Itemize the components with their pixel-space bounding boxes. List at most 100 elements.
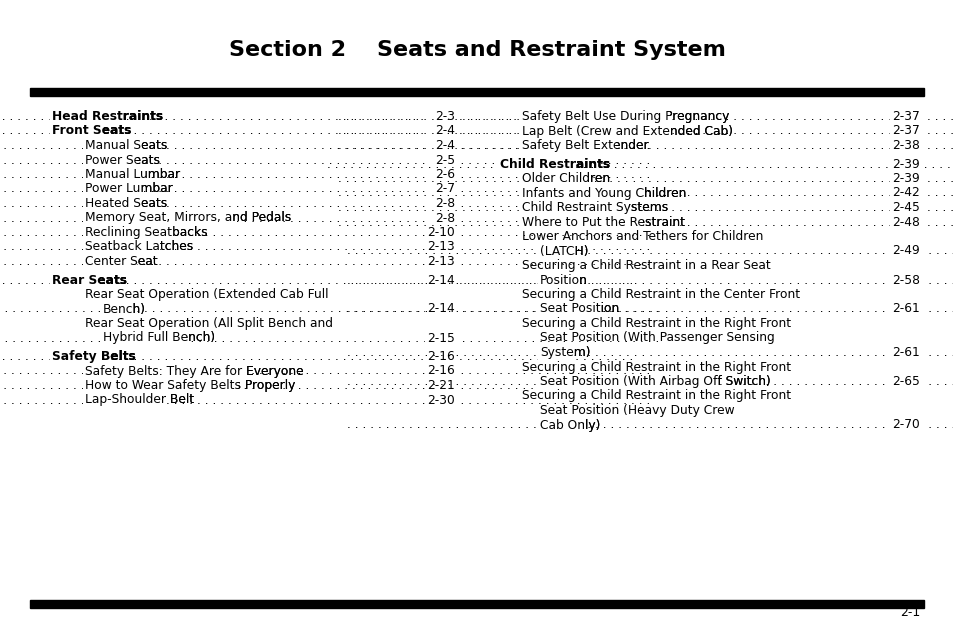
FancyBboxPatch shape: [889, 214, 923, 231]
Text: Memory Seat, Mirrors, and Pedals: Memory Seat, Mirrors, and Pedals: [85, 212, 291, 225]
FancyBboxPatch shape: [889, 186, 923, 202]
Text: Power Seats: Power Seats: [85, 154, 160, 167]
Text: . . . . . . . . . . . . . . . . . . . . . . . . . . . . . . . . . . . . . . . . : . . . . . . . . . . . . . . . . . . . . …: [0, 255, 650, 268]
Text: 2-65: 2-65: [891, 375, 919, 388]
FancyBboxPatch shape: [889, 345, 923, 362]
Text: Lap-Shoulder Belt: Lap-Shoulder Belt: [85, 394, 193, 406]
Text: . . . . . . . . . . . . . . . . . . . . . . . . . . . . . . . . . . . . . . . . : . . . . . . . . . . . . . . . . . . . . …: [347, 375, 953, 388]
Text: Securing a Child Restraint in the Right Front: Securing a Child Restraint in the Right …: [521, 360, 790, 373]
Text: Front Seats: Front Seats: [52, 124, 132, 138]
Text: . . . . . . . . . . . . . . . . . . . . . . . . . . . . . . . . . . . . . . . . : . . . . . . . . . . . . . . . . . . . . …: [0, 394, 650, 406]
Text: 2-13: 2-13: [427, 241, 455, 253]
Text: 2-42: 2-42: [891, 186, 919, 200]
Text: 2-16: 2-16: [427, 350, 455, 363]
FancyBboxPatch shape: [83, 254, 137, 271]
Text: 2-13: 2-13: [427, 255, 455, 268]
FancyBboxPatch shape: [424, 109, 458, 126]
Text: . . . . . . . . . . . . . . . . . . . . . . . . . . . . . . . . . . . . . . . . : . . . . . . . . . . . . . . . . . . . . …: [0, 350, 633, 363]
Text: 2-45: 2-45: [891, 201, 919, 214]
Text: Memory Seat, Mirrors, and Pedals: Memory Seat, Mirrors, and Pedals: [85, 212, 291, 225]
Text: 2-3: 2-3: [435, 110, 455, 123]
Bar: [30, 88, 923, 96]
Text: Manual Seats: Manual Seats: [85, 139, 167, 152]
Text: Cab Only): Cab Only): [539, 419, 599, 431]
Text: Manual Seats: Manual Seats: [85, 139, 167, 152]
Text: Hybrid Full Bench): Hybrid Full Bench): [103, 332, 214, 345]
Text: 2-48: 2-48: [891, 216, 919, 228]
Text: Rear Seats: Rear Seats: [52, 274, 127, 286]
FancyBboxPatch shape: [83, 211, 233, 227]
Text: Position: Position: [539, 274, 587, 286]
FancyBboxPatch shape: [424, 181, 458, 198]
FancyBboxPatch shape: [101, 302, 132, 318]
Text: Lap Belt (Crew and Extended Cab): Lap Belt (Crew and Extended Cab): [521, 124, 732, 138]
Text: 2-39: 2-39: [891, 158, 919, 170]
Text: (LATCH): (LATCH): [539, 244, 588, 258]
Text: Hybrid Full Bench): Hybrid Full Bench): [103, 332, 214, 345]
FancyBboxPatch shape: [519, 171, 587, 188]
Text: . . . . . . . . . . . . . . . . . . . . . . . . . . . . . . . . . . . . . . . . : . . . . . . . . . . . . . . . . . . . . …: [347, 302, 953, 316]
Text: 2-49: 2-49: [891, 244, 919, 258]
Text: Seat Position (Heavy Duty Crew: Seat Position (Heavy Duty Crew: [539, 404, 734, 417]
FancyBboxPatch shape: [83, 225, 173, 242]
Text: Rear Seats: Rear Seats: [52, 274, 127, 286]
FancyBboxPatch shape: [519, 186, 642, 202]
FancyBboxPatch shape: [424, 152, 458, 169]
Text: Seat Position (With Airbag Off Switch): Seat Position (With Airbag Off Switch): [539, 375, 770, 388]
FancyBboxPatch shape: [424, 272, 458, 289]
Text: 2-4: 2-4: [435, 124, 455, 138]
Text: 2-14: 2-14: [427, 274, 455, 286]
Text: . . . . . . . . . . . . . . . . . . . . . . . . . . . . . . . . . . . . . . . . : . . . . . . . . . . . . . . . . . . . . …: [347, 346, 953, 359]
Text: 2-39: 2-39: [891, 172, 919, 185]
Text: System): System): [539, 346, 590, 359]
FancyBboxPatch shape: [424, 364, 458, 380]
FancyBboxPatch shape: [537, 302, 600, 318]
Text: Manual Lumbar: Manual Lumbar: [85, 168, 180, 181]
FancyBboxPatch shape: [83, 152, 137, 169]
FancyBboxPatch shape: [889, 109, 923, 126]
Text: Power Lumbar: Power Lumbar: [85, 182, 172, 195]
Text: . . . . . . . . . . . . . . . . . . . . . . . . . . . . . . . . . . . . . . . . : . . . . . . . . . . . . . . . . . . . . …: [0, 364, 650, 378]
Text: . . . . . . . . . . . . . . . . . . . . . . . . . . . . . . . . . . . . . . . . : . . . . . . . . . . . . . . . . . . . . …: [347, 419, 953, 431]
FancyBboxPatch shape: [519, 124, 670, 140]
Text: Child Restraint Systems: Child Restraint Systems: [521, 201, 667, 214]
FancyBboxPatch shape: [424, 330, 458, 347]
FancyBboxPatch shape: [50, 124, 104, 140]
FancyBboxPatch shape: [50, 109, 123, 126]
Text: Position: Position: [539, 274, 587, 286]
Text: 2-16: 2-16: [427, 364, 455, 378]
Text: Securing a Child Restraint in the Center Front: Securing a Child Restraint in the Center…: [521, 288, 800, 301]
FancyBboxPatch shape: [424, 392, 458, 409]
FancyBboxPatch shape: [889, 124, 923, 140]
FancyBboxPatch shape: [537, 374, 715, 390]
Text: . . . . . . . . . . . . . . . . . . . . . . . . . . . . . . . . . . . . . . . . : . . . . . . . . . . . . . . . . . . . . …: [337, 110, 953, 123]
FancyBboxPatch shape: [889, 244, 923, 260]
Text: Rear Seat Operation (All Split Bench and: Rear Seat Operation (All Split Bench and: [85, 317, 333, 330]
Text: (LATCH): (LATCH): [539, 244, 588, 258]
FancyBboxPatch shape: [83, 181, 142, 198]
Text: Center Seat: Center Seat: [85, 255, 157, 268]
FancyBboxPatch shape: [424, 211, 458, 227]
FancyBboxPatch shape: [889, 200, 923, 216]
Text: 2-37: 2-37: [891, 110, 919, 123]
Text: Infants and Young Children: Infants and Young Children: [521, 186, 685, 200]
Text: . . . . . . . . . . . . . . . . . . . . . . . . . . . . . . . . . . . . . . . . : . . . . . . . . . . . . . . . . . . . . …: [0, 379, 650, 392]
Text: . . . . . . . . . . . . . . . . . . . . . . . . . . . . . . . . . . . . . . . . : . . . . . . . . . . . . . . . . . . . . …: [347, 244, 953, 258]
Text: Manual Lumbar: Manual Lumbar: [85, 168, 180, 181]
FancyBboxPatch shape: [83, 196, 142, 212]
Text: . . . . . . . . . . . . . . . . . . . . . . . . . . . . . . . . . . . . . . . . : . . . . . . . . . . . . . . . . . . . . …: [0, 139, 650, 152]
Text: Bench): Bench): [103, 302, 146, 316]
FancyBboxPatch shape: [424, 349, 458, 366]
Text: 2-8: 2-8: [435, 197, 455, 210]
Text: Seat Position (With Airbag Off Switch): Seat Position (With Airbag Off Switch): [539, 375, 770, 388]
FancyBboxPatch shape: [424, 124, 458, 140]
Text: . . . . . . . . . . . . . . . . . . . . . . . . . . . . . . . . . . . . . . . . : . . . . . . . . . . . . . . . . . . . . …: [0, 302, 659, 316]
Text: Power Seats: Power Seats: [85, 154, 160, 167]
FancyBboxPatch shape: [519, 200, 629, 216]
Text: . . . . . . . . . . . . . . . . . . . . . . . . . . . . . . . . . . . . . . . . : . . . . . . . . . . . . . . . . . . . . …: [337, 186, 953, 200]
Text: Rear Seat Operation (Extended Cab Full: Rear Seat Operation (Extended Cab Full: [85, 288, 328, 301]
Text: . . . . . . . . . . . . . . . . . . . . . . . . . . . . . . . . . . . . . . . . : . . . . . . . . . . . . . . . . . . . . …: [0, 212, 650, 225]
FancyBboxPatch shape: [537, 272, 578, 289]
Text: Safety Belt Use During Pregnancy: Safety Belt Use During Pregnancy: [521, 110, 729, 123]
FancyBboxPatch shape: [424, 239, 458, 256]
